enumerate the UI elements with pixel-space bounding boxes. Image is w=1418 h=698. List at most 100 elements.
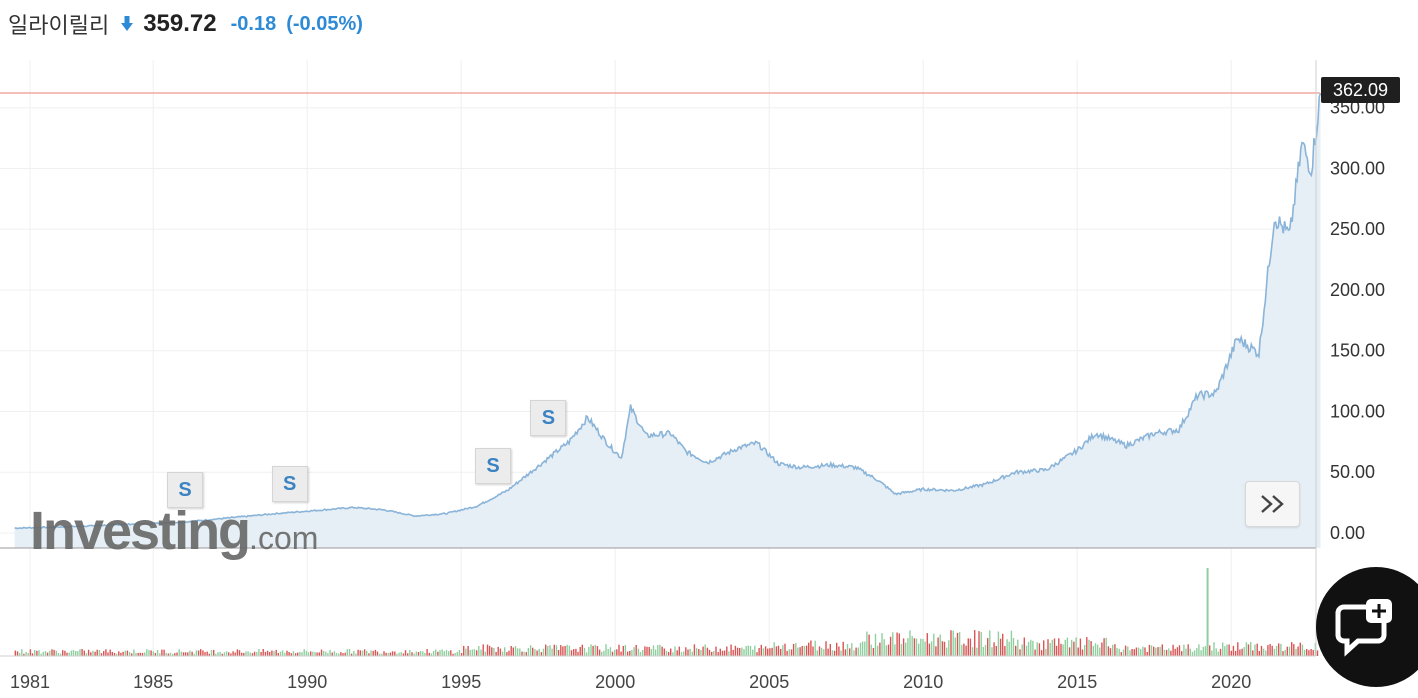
volume-bar xyxy=(803,645,806,656)
volume-bar xyxy=(178,649,180,656)
volume-bar xyxy=(836,642,838,656)
volume-bar xyxy=(1081,649,1084,656)
volume-bar xyxy=(1301,644,1304,656)
volume-bar xyxy=(163,649,165,656)
volume-bar xyxy=(1068,647,1071,656)
volume-bar xyxy=(413,653,415,656)
volume-bar xyxy=(435,649,437,656)
volume-bar xyxy=(896,632,898,656)
volume-bar xyxy=(327,653,329,656)
volume-bar xyxy=(497,646,499,656)
volume-bar xyxy=(1239,649,1241,656)
volume-bar xyxy=(389,652,392,656)
volume-bar xyxy=(68,652,70,656)
volume-bar xyxy=(154,652,157,656)
price-change-percent: (-0.05%) xyxy=(286,12,363,35)
volume-bar xyxy=(961,644,963,656)
split-flag[interactable]: S xyxy=(271,466,308,502)
split-flag[interactable]: S xyxy=(475,448,511,484)
volume-bar xyxy=(148,650,150,656)
volume-bar xyxy=(997,631,1000,656)
volume-bar xyxy=(38,650,40,656)
volume-bar xyxy=(49,650,51,656)
volume-bar xyxy=(14,650,16,656)
volume-bar xyxy=(1293,644,1295,656)
volume-bar xyxy=(894,644,896,656)
y-tick-label: 50.00 xyxy=(1330,462,1375,482)
volume-bar xyxy=(1291,642,1293,656)
volume-bar xyxy=(482,644,484,656)
volume-bar xyxy=(1030,639,1032,656)
chat-button[interactable] xyxy=(1316,567,1418,687)
volume-bar xyxy=(758,648,760,656)
volume-bar xyxy=(570,650,573,656)
chart-grid xyxy=(0,60,1316,656)
scroll-right-button[interactable] xyxy=(1245,481,1300,527)
volume-bar xyxy=(1267,645,1269,656)
volume-bar xyxy=(355,653,357,656)
volume-bar xyxy=(312,651,314,656)
volume-bar xyxy=(184,652,187,656)
volume-bar xyxy=(991,647,993,656)
volume-bar xyxy=(424,653,426,656)
volume-bar xyxy=(846,644,849,656)
volume-bar xyxy=(172,653,174,656)
volume-bar xyxy=(711,651,713,656)
volume-bar xyxy=(34,650,36,656)
volume-bar xyxy=(969,638,972,656)
volume-bar xyxy=(1122,649,1125,656)
volume-bar xyxy=(467,646,469,656)
volume-bar xyxy=(532,647,534,656)
volume-bar xyxy=(736,647,739,656)
volume-bar xyxy=(1204,646,1207,656)
volume-bar xyxy=(849,648,851,656)
volume-bar xyxy=(514,646,517,656)
volume-bar xyxy=(1004,646,1006,656)
volume-bar xyxy=(111,651,113,656)
volume-bar xyxy=(374,649,377,656)
volume-bar xyxy=(107,652,109,656)
volume-bar xyxy=(861,641,864,656)
volume-bar xyxy=(279,651,282,656)
volume-bar xyxy=(1025,645,1028,656)
volume-bar xyxy=(269,652,271,656)
volume-bar xyxy=(827,648,829,656)
volume-bar xyxy=(1034,649,1036,656)
price-line-path xyxy=(14,92,1322,530)
volume-bar xyxy=(21,649,23,656)
volume-bar xyxy=(592,645,594,656)
volume-bar xyxy=(94,651,96,656)
volume-bar xyxy=(1310,649,1312,656)
volume-bar xyxy=(605,644,607,656)
split-flag[interactable]: S xyxy=(167,472,203,508)
volume-bar xyxy=(719,648,721,656)
volume-bar xyxy=(749,646,752,656)
volume-bar xyxy=(665,650,668,656)
volume-bar xyxy=(639,652,642,656)
volume-bar xyxy=(55,650,57,656)
volume-bar xyxy=(361,650,364,656)
volume-bar xyxy=(1133,649,1135,656)
volume-bar xyxy=(463,645,465,656)
price-area xyxy=(14,93,1321,548)
volume-bar xyxy=(704,644,706,656)
volume-bar xyxy=(1019,649,1021,656)
volume-bar xyxy=(1269,644,1271,656)
volume-bar xyxy=(1226,644,1228,656)
volume-bar xyxy=(691,651,693,656)
volume-bar xyxy=(131,653,133,656)
volume-bar xyxy=(465,648,467,656)
volume-bar xyxy=(176,652,178,656)
volume-bar xyxy=(1202,647,1204,656)
volume-bar xyxy=(495,651,497,656)
volume-bar xyxy=(480,649,482,656)
volume-bar xyxy=(943,641,946,656)
volume-bar xyxy=(238,650,241,656)
volume-bar xyxy=(529,645,532,656)
volume-bar xyxy=(516,648,519,656)
volume-bar xyxy=(788,649,790,656)
volume-bar xyxy=(902,638,905,656)
split-flag[interactable]: S xyxy=(530,400,567,436)
volume-bar xyxy=(251,653,254,656)
